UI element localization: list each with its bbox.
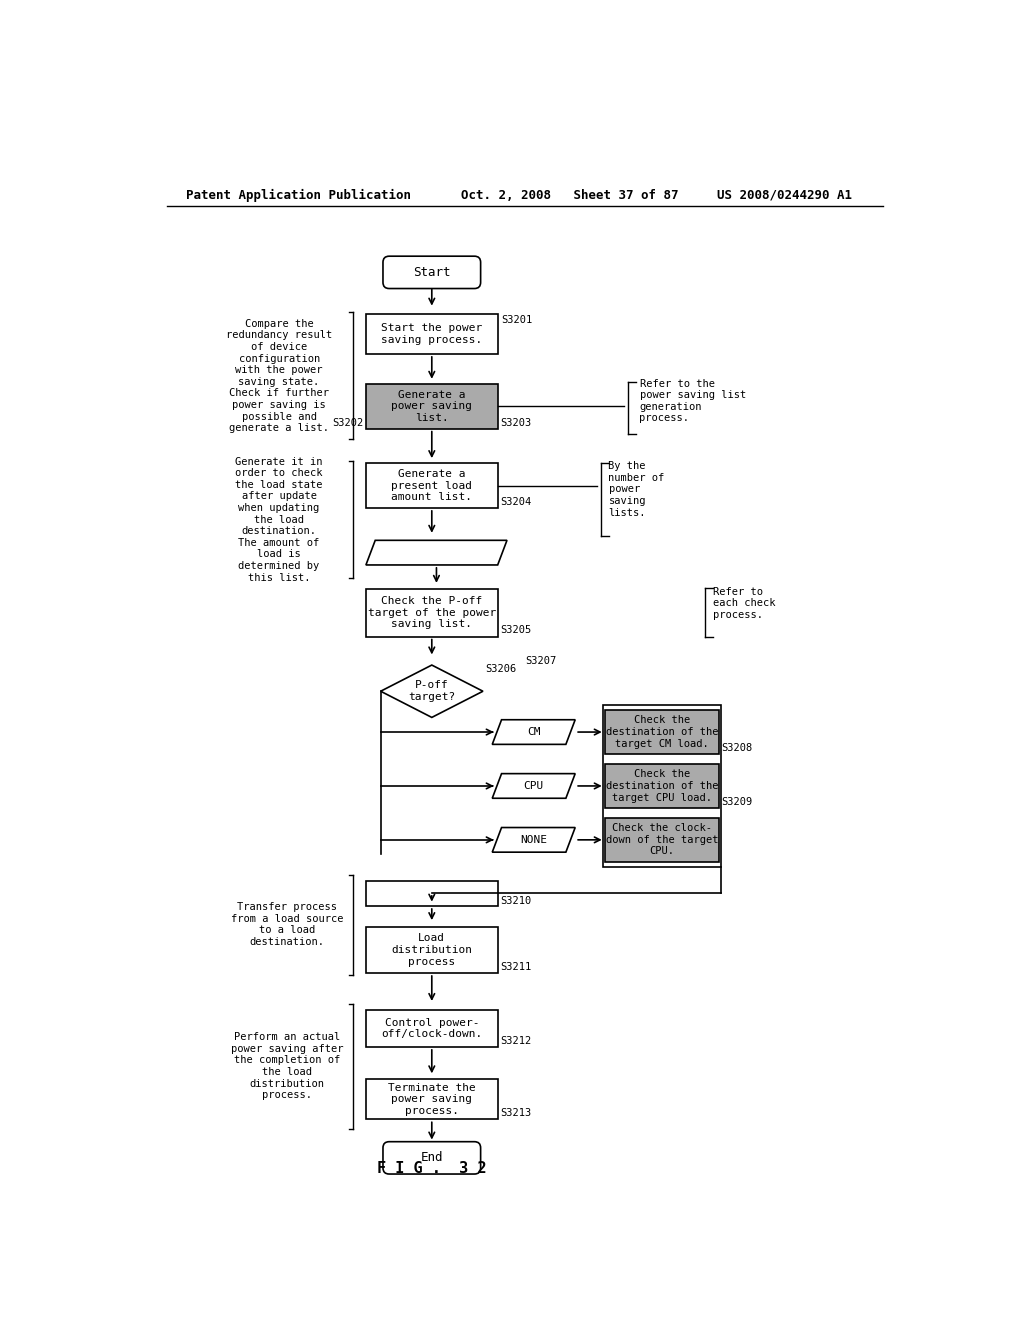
Text: Check the
destination of the
target CPU load.: Check the destination of the target CPU …	[606, 770, 718, 803]
Polygon shape	[493, 719, 575, 744]
Text: S3212: S3212	[500, 1036, 531, 1045]
Text: S3205: S3205	[500, 626, 531, 635]
Text: Transfer process
from a load source
to a load
destination.: Transfer process from a load source to a…	[230, 902, 343, 946]
Text: S3204: S3204	[500, 496, 531, 507]
Text: By the
number of
power
saving
lists.: By the number of power saving lists.	[608, 461, 665, 517]
Bar	[604, 763, 719, 808]
Text: Compare the
redundancy result
of device
configuration
with the power
saving stat: Compare the redundancy result of device …	[226, 318, 332, 433]
Text: S3213: S3213	[500, 1109, 531, 1118]
Text: S3206: S3206	[485, 664, 516, 675]
Bar	[604, 817, 719, 862]
Text: Check the
destination of the
target CM load.: Check the destination of the target CM l…	[606, 715, 718, 748]
Text: Generate it in
order to check
the load state
after update
when updating
the load: Generate it in order to check the load s…	[236, 457, 323, 582]
Bar	[366, 384, 498, 429]
FancyBboxPatch shape	[383, 256, 480, 289]
Text: Load
distribution
process: Load distribution process	[391, 933, 472, 966]
Bar	[366, 1010, 498, 1047]
Bar	[366, 927, 498, 973]
FancyBboxPatch shape	[383, 1142, 480, 1173]
Polygon shape	[381, 665, 483, 718]
Bar	[366, 463, 498, 508]
Text: S3207: S3207	[525, 656, 557, 667]
Text: S3209: S3209	[721, 797, 752, 807]
Text: Generate a
present load
amount list.: Generate a present load amount list.	[391, 469, 472, 502]
Text: Oct. 2, 2008   Sheet 37 of 87: Oct. 2, 2008 Sheet 37 of 87	[461, 189, 679, 202]
Text: P-off
target?: P-off target?	[409, 680, 456, 702]
Text: Check the P-off
target of the power
saving list.: Check the P-off target of the power savi…	[368, 597, 496, 630]
Text: Control power-
off/clock-down.: Control power- off/clock-down.	[381, 1018, 482, 1039]
Text: CM: CM	[527, 727, 541, 737]
Text: Patent Application Publication: Patent Application Publication	[186, 189, 411, 202]
Bar	[366, 1080, 498, 1119]
Polygon shape	[493, 774, 575, 799]
Text: Refer to
each check
process.: Refer to each check process.	[713, 587, 775, 620]
Text: S3202: S3202	[333, 417, 364, 428]
Bar	[366, 314, 498, 354]
Text: S3210: S3210	[500, 896, 531, 907]
Text: S3201: S3201	[502, 315, 532, 325]
Text: US 2008/0244290 A1: US 2008/0244290 A1	[717, 189, 852, 202]
Bar	[366, 882, 498, 906]
Bar	[603, 705, 721, 867]
Text: Refer to the
power saving list
generation
process.: Refer to the power saving list generatio…	[640, 379, 745, 424]
Text: S3208: S3208	[721, 743, 752, 754]
Text: CPU: CPU	[523, 781, 544, 791]
Text: Perform an actual
power saving after
the completion of
the load
distribution
pro: Perform an actual power saving after the…	[230, 1032, 343, 1101]
Polygon shape	[366, 540, 507, 565]
Text: Start: Start	[413, 265, 451, 279]
Text: Check the clock-
down of the target
CPU.: Check the clock- down of the target CPU.	[606, 824, 718, 857]
Bar	[366, 589, 498, 636]
Bar	[604, 710, 719, 755]
Text: End: End	[421, 1151, 443, 1164]
Text: Generate a
power saving
list.: Generate a power saving list.	[391, 389, 472, 422]
Text: F I G .  3 2: F I G . 3 2	[377, 1162, 486, 1176]
Text: NONE: NONE	[520, 834, 547, 845]
Text: S3211: S3211	[500, 962, 531, 972]
Polygon shape	[493, 828, 575, 853]
Text: Terminate the
power saving
process.: Terminate the power saving process.	[388, 1082, 476, 1115]
Text: Start the power
saving process.: Start the power saving process.	[381, 323, 482, 345]
Text: S3203: S3203	[500, 417, 531, 428]
